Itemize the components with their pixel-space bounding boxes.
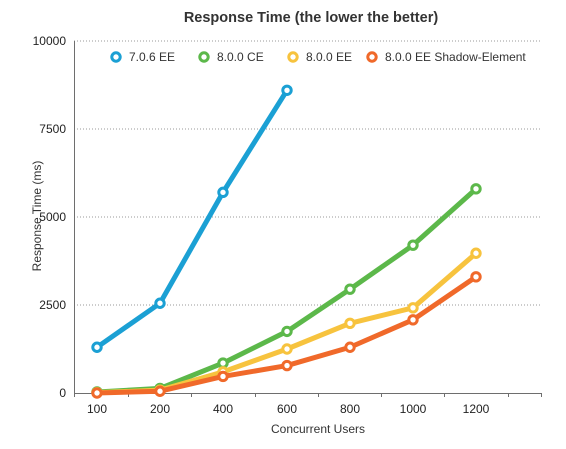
- legend-item: 7.0.6 EE: [110, 50, 175, 64]
- legend-item: 8.0.0 EE: [287, 50, 352, 64]
- legend-label: 8.0.0 EE Shadow-Element: [385, 50, 526, 64]
- data-point: [281, 359, 293, 372]
- legend-label: 8.0.0 EE: [306, 50, 352, 64]
- data-point: [407, 314, 419, 326]
- data-point: [470, 183, 482, 195]
- data-point: [470, 247, 482, 259]
- data-point: [217, 186, 229, 199]
- series-1: [91, 84, 293, 353]
- series-line: [94, 87, 290, 350]
- x-tick-label: 600: [277, 402, 297, 416]
- x-tick-label: 100: [87, 402, 107, 416]
- y-tick-label: 7500: [39, 122, 66, 136]
- series-3: [91, 247, 482, 399]
- x-tick-label: 800: [340, 402, 360, 416]
- y-tick-label: 0: [59, 386, 66, 400]
- legend-marker: [198, 51, 210, 63]
- data-point: [281, 84, 293, 96]
- x-tick-label: 1000: [400, 402, 427, 416]
- grid: [74, 40, 541, 306]
- legend-item: 8.0.0 CE: [198, 50, 264, 64]
- data-point: [281, 343, 293, 355]
- series-line: [94, 250, 479, 396]
- y-tick-label: 2500: [39, 298, 66, 312]
- data-point: [344, 283, 356, 295]
- data-point: [154, 385, 166, 397]
- data-point: [154, 297, 166, 309]
- data-point: [91, 341, 103, 353]
- legend-label: 8.0.0 CE: [217, 50, 264, 64]
- y-tick-label: 10000: [33, 34, 67, 48]
- x-axis-ticks: 100 200 400 600 800 1000 1200: [74, 393, 542, 416]
- legend-marker: [366, 51, 378, 63]
- data-point: [217, 370, 229, 383]
- legend-marker: [287, 51, 299, 63]
- series-group: [91, 84, 482, 399]
- data-point: [344, 317, 356, 330]
- data-point: [281, 325, 293, 338]
- data-point: [217, 357, 229, 369]
- legend-marker: [110, 51, 122, 63]
- x-tick-label: 400: [213, 402, 233, 416]
- x-tick-label: 1200: [463, 402, 490, 416]
- legend: 7.0.6 EE 8.0.0 CE 8.0.0 EE 8.0.0 EE Shadow-…: [110, 50, 526, 64]
- data-point: [407, 302, 419, 314]
- data-point: [470, 271, 482, 283]
- series-4: [91, 271, 482, 399]
- legend-item: 8.0.0 EE Shadow-Element: [366, 50, 526, 64]
- y-axis-ticks: 0 2500 5000 7500 10000: [33, 34, 67, 400]
- y-axis-title: Response Time (ms): [30, 161, 44, 272]
- data-point: [91, 387, 103, 399]
- data-point: [344, 341, 356, 353]
- data-point: [407, 239, 419, 251]
- x-tick-label: 200: [150, 402, 170, 416]
- legend-label: 7.0.6 EE: [129, 50, 175, 64]
- x-axis-title: Concurrent Users: [271, 422, 365, 436]
- y-tick-label: 5000: [39, 210, 66, 224]
- chart-title: Response Time (the lower the better): [184, 10, 439, 26]
